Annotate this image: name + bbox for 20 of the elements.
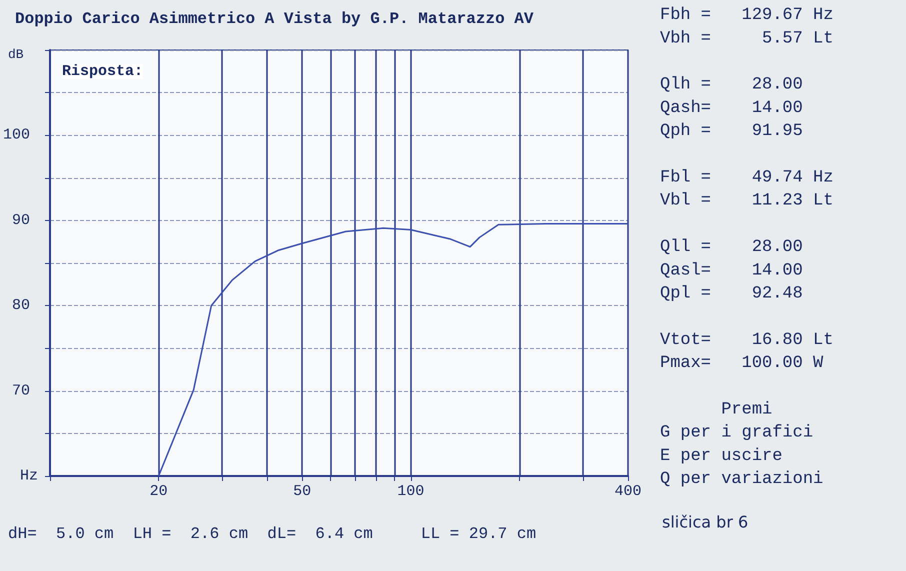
y-tick-label: 100 [2, 126, 30, 144]
text: Vtot= 16.80 Lt Pmax= 100.00 W [660, 330, 834, 374]
text: dH= 5.0 cm LH = 2.6 cm dL= 6.4 cm LL = 29.7 cm [8, 525, 536, 543]
text: Fbl = 49.74 Hz Vbl = 11.23 Lt [660, 168, 834, 211]
text: Qlh = 28.00 Qash= 14.00 Qph = 91.95 [660, 76, 803, 142]
y-axis-title: dB [8, 47, 24, 62]
text: Qll = 28.00 Qasl= 14.00 Qpl = 92.48 [660, 238, 803, 304]
text: Risposta: [62, 63, 144, 80]
x-tick-label: 50 [293, 483, 312, 500]
y-tick-label: 70 [12, 382, 30, 400]
x-tick-label: 20 [150, 483, 168, 500]
x-tick-label: 100 [397, 483, 424, 500]
chart-title: Doppio Carico Asimmetrico A Vista by G.P. Matarazzo AV [15, 10, 534, 28]
x-axis-title: Hz [20, 468, 38, 484]
text: Premi G per i grafici E per uscire Q per variazioni [660, 400, 824, 490]
text: Fbh = 129.67 Hz Vbh = 5.57 Lt [660, 6, 834, 48]
x-tick-label: 400 [614, 483, 642, 500]
y-tick-label: 80 [12, 297, 30, 314]
text: sličica br 6 [662, 512, 748, 532]
y-tick-label: 90 [12, 212, 30, 229]
